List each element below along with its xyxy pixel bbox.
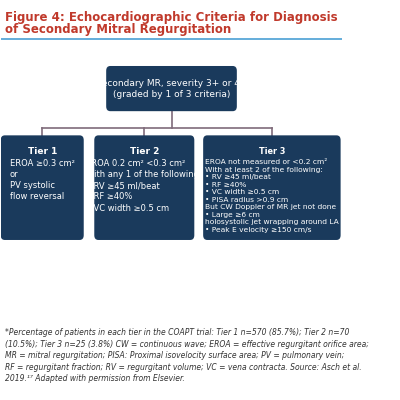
Text: EROA ≥0.3 cm²
or
PV systolic
flow reversal: EROA ≥0.3 cm² or PV systolic flow revers… <box>10 159 75 202</box>
Text: of Secondary Mitral Regurgitation: of Secondary Mitral Regurgitation <box>5 23 231 36</box>
Text: Tier 3: Tier 3 <box>259 147 285 156</box>
FancyBboxPatch shape <box>1 135 84 240</box>
Text: EROA not measured or <0.2 cm²
With at least 2 of the following:
• RV ≥45 ml/beat: EROA not measured or <0.2 cm² With at le… <box>205 159 339 233</box>
Text: Figure 4: Echocardiographic Criteria for Diagnosis: Figure 4: Echocardiographic Criteria for… <box>5 11 338 24</box>
Text: Tier 2: Tier 2 <box>130 147 159 156</box>
Text: EROA 0.2 cm² <0.3 cm²
With any 1 of the following:
• RV ≥45 ml/beat
• RF ≥40%
• : EROA 0.2 cm² <0.3 cm² With any 1 of the … <box>86 159 202 212</box>
Text: Secondary MR, severity 3+ or 4+
(graded by 1 of 3 criteria): Secondary MR, severity 3+ or 4+ (graded … <box>96 78 247 99</box>
FancyBboxPatch shape <box>106 66 237 111</box>
Text: *Percentage of patients in each tier in the COAPT trial: Tier 1 n=570 (85.7%); T: *Percentage of patients in each tier in … <box>5 328 369 383</box>
Text: Tier 1: Tier 1 <box>28 147 57 156</box>
FancyBboxPatch shape <box>94 135 194 240</box>
FancyBboxPatch shape <box>203 135 341 240</box>
